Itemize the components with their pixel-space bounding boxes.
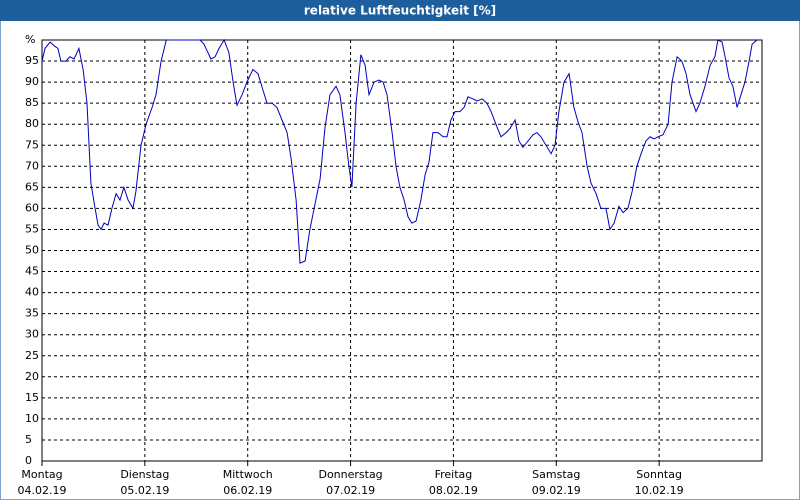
y-tick-label: 10 <box>25 412 39 425</box>
chart-title: relative Luftfeuchtigkeit [%] <box>304 4 496 18</box>
y-tick-label: 20 <box>25 370 39 383</box>
x-tick-label: Donnerstag <box>318 468 382 481</box>
x-tick-label: 05.02.19 <box>120 484 169 497</box>
plot-border <box>41 39 763 462</box>
x-tick-label: Samstag <box>532 468 580 481</box>
y-tick-label: 65 <box>25 180 39 193</box>
x-tick-label: Montag <box>21 468 62 481</box>
y-tick-label: 90 <box>25 75 39 88</box>
line <box>41 38 758 264</box>
y-tick-label: 85 <box>25 96 39 109</box>
y-tick-label: 30 <box>25 328 39 341</box>
x-tick-label: 10.02.19 <box>635 484 684 497</box>
title-bar <box>0 0 800 21</box>
y-tick-label: 25 <box>25 349 39 362</box>
x-tick-label: 07.02.19 <box>326 484 375 497</box>
y-tick-label: 95 <box>25 54 39 67</box>
x-tick-label: Freitag <box>435 468 473 481</box>
y-tick-label: 15 <box>25 391 39 404</box>
x-tick-label: 06.02.19 <box>223 484 272 497</box>
y-tick-label: 5 <box>25 433 32 446</box>
x-tick-label: 04.02.19 <box>18 484 67 497</box>
y-tick-label: 70 <box>25 159 39 172</box>
y-tick-label: 35 <box>25 307 39 320</box>
x-tick-label: 08.02.19 <box>429 484 478 497</box>
x-tick-label: Sonntag <box>636 468 682 481</box>
y-tick-label: 45 <box>25 265 39 278</box>
x-tick-label: 09.02.19 <box>532 484 581 497</box>
y-tick-label: % <box>25 33 35 46</box>
y-tick-label: 40 <box>25 286 39 299</box>
y-tick-label: 50 <box>25 244 39 257</box>
y-tick-label: 55 <box>25 222 39 235</box>
y-tick-label: 60 <box>25 201 39 214</box>
x-tick-label: Dienstag <box>120 468 169 481</box>
y-tick-label: 75 <box>25 138 39 151</box>
y-tick-label: 80 <box>25 117 39 130</box>
x-tick-label: Mittwoch <box>223 468 273 481</box>
y-tick-label: 0 <box>25 454 32 467</box>
